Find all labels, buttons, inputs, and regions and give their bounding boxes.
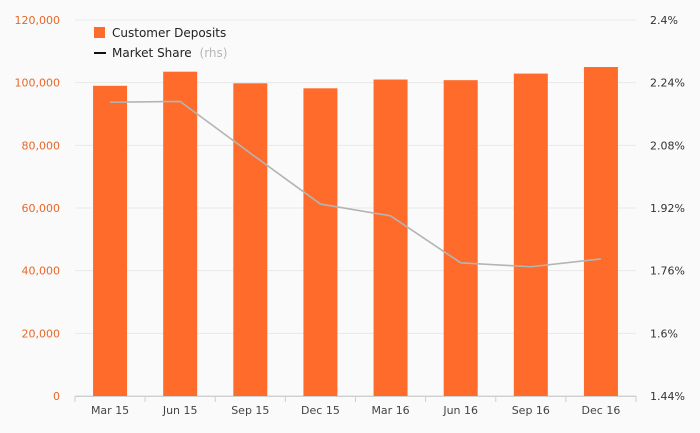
bar-customer-deposits [443, 80, 478, 396]
bar-customer-deposits [93, 85, 128, 397]
y-left-tick-label: 0 [53, 390, 60, 403]
legend-label-market-share: Market Share (rhs) [112, 46, 227, 60]
y-right-tick-label: 2.24% [650, 77, 685, 90]
bar-series [93, 67, 618, 397]
x-tick-label: Jun 15 [162, 404, 198, 417]
x-tick-label: Mar 15 [91, 404, 129, 417]
y-left-tick-label: 120,000 [15, 14, 61, 27]
y-left-tick-label: 20,000 [22, 327, 61, 340]
y-right-tick-label: 1.44% [650, 390, 685, 403]
y-right-tick-label: 2.4% [650, 14, 678, 27]
x-tick-label: Dec 15 [301, 404, 340, 417]
bar-customer-deposits [513, 73, 548, 396]
legend: Customer Deposits Market Share (rhs) [94, 26, 227, 60]
x-tick-label: Sep 15 [231, 404, 269, 417]
y-right-tick-label: 1.6% [650, 327, 678, 340]
legend-label-customer-deposits: Customer Deposits [112, 26, 226, 40]
bar-customer-deposits [583, 67, 618, 396]
legend-market-share-name: Market Share [112, 46, 192, 60]
line-series [109, 100, 602, 268]
bar-customer-deposits [233, 83, 268, 396]
y-left-tick-label: 60,000 [22, 202, 61, 215]
line-market-share [110, 100, 602, 268]
y-right-tick-label: 1.76% [650, 265, 685, 278]
y-left-tick-label: 100,000 [15, 77, 61, 90]
axes: 0 20,000 40,000 60,000 80,000 100,000 120,000 1… [15, 14, 685, 417]
y-left-tick-label: 80,000 [22, 139, 61, 152]
legend-swatch-customer-deposits [94, 27, 105, 38]
y-right-tick-label: 2.08% [650, 139, 685, 152]
gridlines [75, 19, 636, 397]
y-left-tick-label: 40,000 [22, 265, 61, 278]
x-tick-label: Sep 16 [512, 404, 550, 417]
x-tick-label: Mar 16 [371, 404, 409, 417]
bar-customer-deposits [163, 71, 198, 396]
legend-market-share-suffix: (rhs) [200, 46, 228, 60]
bar-customer-deposits [303, 88, 338, 396]
x-tick-label: Jun 16 [442, 404, 478, 417]
x-tick-label: Dec 16 [582, 404, 621, 417]
y-right-tick-label: 1.92% [650, 202, 685, 215]
bar-customer-deposits [373, 79, 408, 397]
